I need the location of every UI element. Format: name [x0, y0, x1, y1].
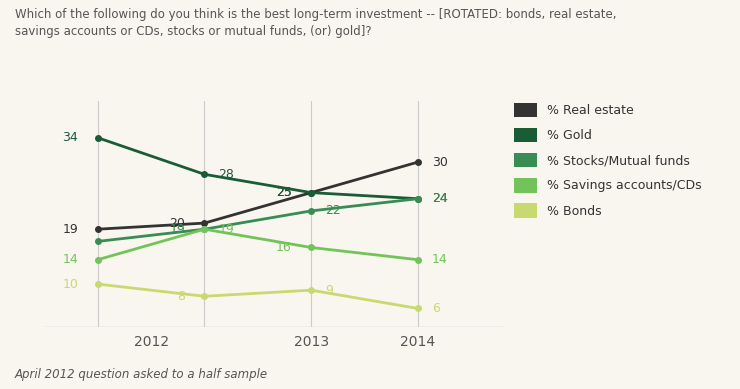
- Legend: % Real estate, % Gold, % Stocks/Mutual funds, % Savings accounts/CDs, % Bonds: % Real estate, % Gold, % Stocks/Mutual f…: [514, 103, 702, 217]
- Text: 19: 19: [63, 223, 78, 236]
- Text: 14: 14: [63, 253, 78, 266]
- Text: 20: 20: [169, 217, 185, 230]
- Text: 19: 19: [218, 223, 234, 236]
- Text: 9: 9: [325, 284, 333, 297]
- Text: 6: 6: [431, 302, 440, 315]
- Text: Which of the following do you think is the best long-term investment -- [ROTATED: Which of the following do you think is t…: [15, 8, 616, 38]
- Text: 8: 8: [177, 290, 185, 303]
- Text: 28: 28: [218, 168, 235, 181]
- Text: 25: 25: [276, 186, 292, 199]
- Text: 30: 30: [431, 156, 448, 168]
- Text: 24: 24: [431, 192, 448, 205]
- Text: April 2012 question asked to a half sample: April 2012 question asked to a half samp…: [15, 368, 268, 381]
- Text: 24: 24: [431, 192, 448, 205]
- Text: 34: 34: [63, 131, 78, 144]
- Text: 19: 19: [169, 223, 185, 236]
- Text: 16: 16: [276, 241, 292, 254]
- Text: 22: 22: [325, 204, 341, 217]
- Text: 25: 25: [276, 186, 292, 199]
- Text: 14: 14: [431, 253, 448, 266]
- Text: 10: 10: [62, 278, 78, 291]
